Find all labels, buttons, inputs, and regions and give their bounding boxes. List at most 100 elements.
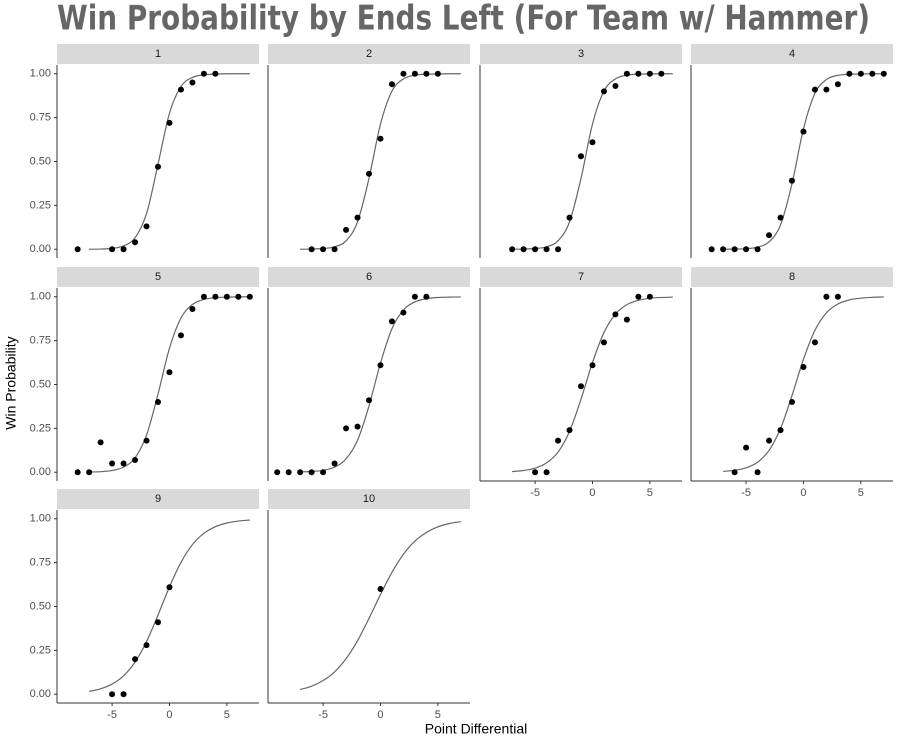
data-point (377, 362, 384, 369)
data-point (708, 246, 715, 253)
data-point (400, 309, 407, 316)
y-tick-label: 0.00 (30, 466, 51, 478)
data-point (532, 246, 539, 253)
data-point (555, 246, 562, 253)
data-point (166, 584, 173, 591)
data-point (834, 293, 841, 300)
data-point (166, 369, 173, 376)
data-point (566, 214, 573, 221)
x-tick-label: 0 (589, 487, 595, 499)
data-point (434, 70, 441, 77)
data-point (132, 456, 139, 463)
data-point (235, 293, 242, 300)
x-tick-label: 5 (858, 487, 864, 499)
fit-curve (512, 73, 673, 250)
strip-label: 2 (366, 48, 372, 60)
data-point (600, 339, 607, 346)
data-point (189, 306, 196, 313)
y-tick-label: 0.75 (30, 335, 51, 347)
fit-curve (89, 73, 250, 250)
strip-label: 4 (789, 48, 795, 60)
strip (57, 267, 259, 287)
data-point (308, 469, 315, 476)
data-point (200, 293, 207, 300)
data-point (274, 469, 281, 476)
data-point (246, 293, 253, 300)
strip-label: 5 (155, 271, 161, 283)
fit-curve (512, 296, 673, 473)
strip (480, 267, 682, 287)
data-point (811, 86, 818, 93)
x-tick-label: -5 (530, 487, 540, 499)
data-point (189, 79, 196, 86)
x-tick-label: -5 (318, 709, 328, 721)
strip-label: 7 (578, 271, 584, 283)
data-point (789, 177, 795, 184)
data-point (109, 460, 116, 467)
strip (268, 44, 470, 64)
data-point (120, 246, 127, 253)
data-point (731, 469, 738, 476)
data-point (331, 460, 338, 467)
data-point (223, 293, 230, 300)
data-point (120, 691, 127, 698)
data-point (411, 70, 418, 77)
data-point (331, 246, 338, 253)
data-point (143, 642, 150, 649)
y-tick-label: 1.00 (30, 291, 51, 303)
data-point (800, 363, 807, 370)
data-point (155, 399, 161, 406)
data-point (155, 163, 161, 170)
data-point (646, 70, 653, 77)
y-tick-label: 1.00 (30, 68, 51, 80)
data-point (532, 469, 539, 476)
strip (268, 267, 470, 287)
data-point (388, 318, 395, 325)
data-point (308, 246, 315, 253)
chart-title: Win Probability by Ends Left (For Team w… (57, 0, 870, 39)
data-point (166, 119, 173, 126)
fit-curve (89, 519, 250, 693)
data-point (343, 226, 350, 233)
data-point (212, 70, 219, 77)
data-point (766, 232, 773, 239)
fit-curve (299, 520, 461, 691)
data-point (177, 332, 184, 339)
data-point (354, 214, 361, 221)
data-point (646, 293, 653, 300)
strip-label: 9 (155, 493, 161, 505)
y-tick-label: 0.75 (30, 557, 51, 569)
data-point (658, 70, 665, 77)
strip-label: 10 (363, 493, 375, 505)
data-point (754, 246, 761, 253)
data-point (343, 425, 350, 432)
data-point (612, 83, 619, 90)
y-tick-label: 0.00 (30, 688, 51, 700)
fit-curve (723, 296, 884, 472)
data-point (777, 427, 784, 434)
data-point (766, 437, 773, 444)
data-point (86, 469, 93, 476)
data-point (109, 246, 116, 253)
strip (691, 44, 893, 64)
data-point (623, 70, 630, 77)
data-point (578, 153, 584, 160)
data-point (366, 397, 372, 404)
x-tick-label: -5 (107, 709, 117, 721)
data-point (857, 70, 864, 77)
data-point (800, 128, 807, 135)
data-point (74, 469, 81, 476)
data-point (212, 293, 219, 300)
data-point (869, 70, 876, 77)
strip-label: 1 (155, 48, 161, 60)
data-point (543, 469, 550, 476)
data-point (589, 139, 596, 146)
data-point (200, 70, 207, 77)
strip-label: 8 (789, 271, 795, 283)
data-point (578, 383, 584, 390)
data-point (143, 437, 150, 444)
data-point (109, 691, 116, 698)
data-point (635, 293, 642, 300)
data-point (720, 246, 727, 253)
